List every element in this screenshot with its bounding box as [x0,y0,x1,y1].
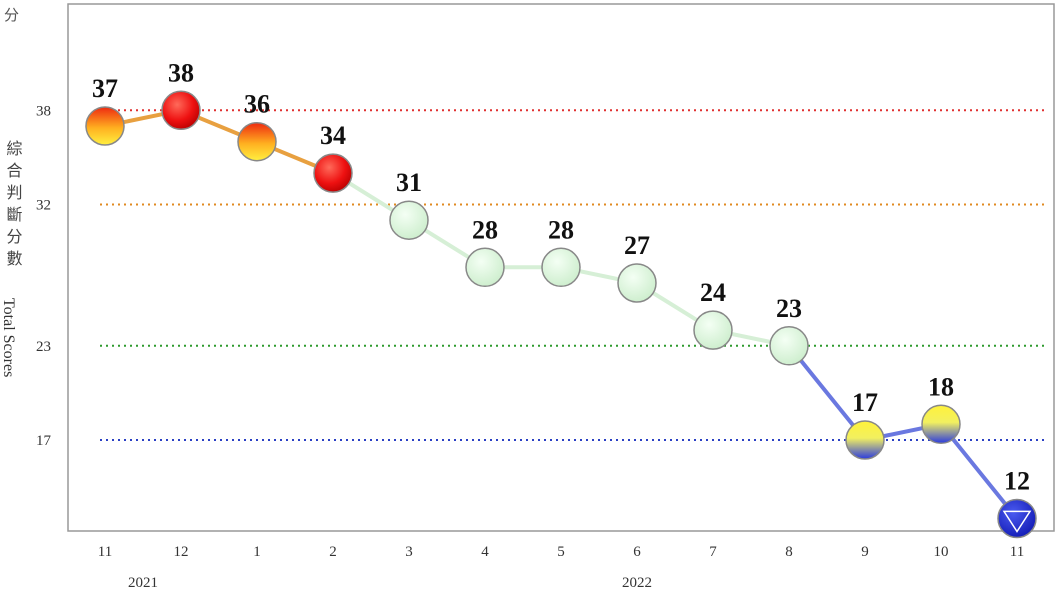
year-labels: 2021 2022 [128,575,652,591]
data-point-marker [161,90,201,131]
data-point-marker [237,121,277,162]
y-axis-title-en: Total Scores [0,298,17,377]
series-segment [787,343,867,442]
x-tick-label: 6 [633,544,641,560]
x-tick-label: 8 [785,544,793,560]
data-label: 27 [624,231,650,260]
x-tick-label: 1 [253,544,261,560]
data-label: 17 [852,388,878,417]
data-label: 38 [168,58,194,87]
data-label: 36 [244,90,270,119]
data-point-marker [997,498,1037,539]
x-tick-label: 11 [98,544,112,560]
x-tick-label: 11 [1010,544,1024,560]
x-tick-label: 9 [861,544,869,560]
y-tick-label: 32 [36,198,51,214]
x-tick-label: 10 [934,544,949,560]
y-tick-label: 38 [36,103,51,119]
data-point-marker [85,106,125,146]
unit-label: 分 [4,7,19,24]
y-tick-label: 17 [36,433,52,449]
data-labels: 37 38 36 34 31 28 28 27 24 23 17 18 12 [92,58,1030,495]
data-point-marker [465,247,505,288]
data-label: 37 [92,74,118,103]
x-tick-label: 3 [405,544,413,560]
data-point-marker [389,200,429,240]
y-axis-title-cjk: 綜合判斷分數 [4,140,23,272]
x-tick-labels: 11 12 1 2 3 4 5 6 7 8 9 10 11 [98,544,1024,560]
data-label: 34 [320,121,346,150]
x-tick-label: 4 [481,544,489,560]
x-tick-label: 5 [557,544,565,560]
y-tick-label: 23 [36,339,51,355]
data-label: 28 [472,215,498,244]
data-point-marker [845,420,885,460]
data-label: 24 [700,278,726,307]
year-label: 2021 [128,575,158,591]
data-label: 31 [396,168,422,197]
data-point-marker [769,326,809,366]
data-point-marker [313,153,353,193]
data-point-marker [921,404,961,445]
y-tick-labels: 38 32 23 17 [36,103,52,449]
year-label: 2022 [622,575,652,591]
down-triangle-icon [1002,510,1032,533]
data-point-marker [693,310,733,350]
x-tick-label: 2 [329,544,337,560]
data-label: 23 [776,294,802,323]
x-tick-label: 7 [709,544,717,560]
threshold-lines [100,109,1045,441]
data-point-marker [617,263,657,303]
series-markers [85,90,1037,539]
x-tick-label: 12 [174,544,189,560]
data-label: 18 [928,372,954,401]
data-label: 28 [548,215,574,244]
series-segment [939,422,1019,521]
data-label: 12 [1004,467,1030,496]
data-point-marker [541,247,581,288]
